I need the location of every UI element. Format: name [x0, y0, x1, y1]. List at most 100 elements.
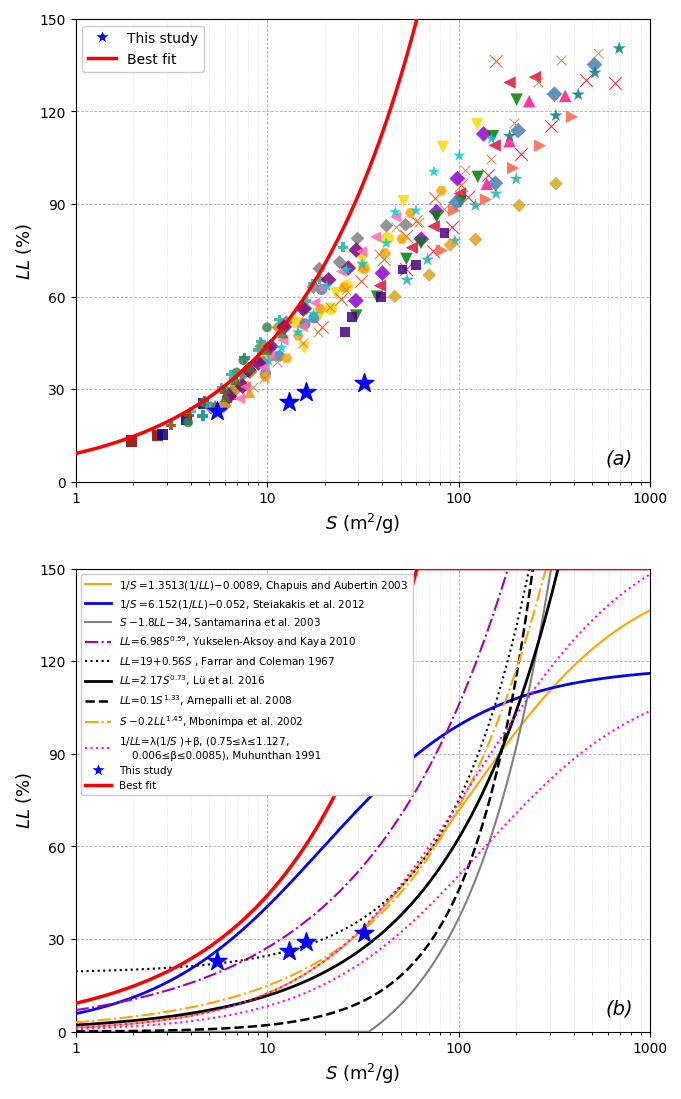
Point: [259, 359, 270, 377]
Point: [454, 186, 465, 203]
Point: [390, 203, 400, 221]
Point: [300, 300, 311, 318]
Point: [529, 69, 540, 87]
Point: [218, 397, 229, 414]
Point: [405, 204, 415, 222]
Point: [339, 323, 350, 341]
Point: [436, 242, 447, 259]
Point: [238, 365, 249, 382]
Point: [533, 74, 543, 91]
Point: [523, 93, 534, 111]
Point: [276, 340, 287, 357]
Point: [374, 277, 385, 295]
Point: [462, 188, 473, 206]
Point: [480, 191, 491, 209]
Point: [486, 131, 496, 148]
Point: [428, 218, 439, 235]
Point: [244, 358, 255, 376]
Point: [470, 197, 481, 214]
Point: [197, 395, 208, 412]
Point: [489, 137, 500, 155]
Point: [262, 349, 273, 367]
Point: [236, 376, 247, 393]
Point: [336, 263, 347, 280]
Point: [452, 170, 462, 188]
Legend: This study, Best fit: This study, Best fit: [82, 26, 204, 73]
Point: [614, 41, 624, 58]
Point: [454, 147, 464, 165]
Point: [400, 217, 411, 234]
Text: (b): (b): [605, 999, 633, 1018]
Point: [300, 933, 311, 951]
Point: [351, 230, 362, 247]
Point: [308, 279, 319, 297]
Point: [165, 417, 176, 434]
Point: [459, 162, 470, 179]
Point: [266, 338, 276, 356]
Point: [212, 402, 223, 420]
Point: [429, 189, 440, 207]
Point: [340, 282, 351, 300]
Point: [237, 378, 248, 396]
Point: [199, 392, 210, 410]
Point: [183, 414, 193, 432]
Point: [240, 378, 251, 396]
Point: [487, 127, 498, 145]
Point: [300, 384, 311, 401]
Point: [279, 319, 289, 336]
Point: [223, 388, 234, 406]
Point: [236, 367, 247, 385]
Point: [253, 355, 264, 373]
Point: [411, 257, 422, 275]
Point: [274, 319, 285, 336]
Point: [351, 242, 362, 259]
Point: [504, 75, 515, 92]
Point: [238, 352, 249, 369]
Point: [511, 91, 522, 109]
Point: [382, 230, 393, 247]
Text: (a): (a): [605, 449, 633, 468]
Point: [356, 255, 367, 273]
Point: [535, 137, 545, 155]
Point: [422, 252, 432, 269]
Point: [334, 254, 345, 271]
Point: [262, 319, 272, 336]
Point: [298, 301, 308, 319]
Point: [296, 319, 307, 336]
Point: [152, 426, 163, 444]
Point: [371, 288, 382, 306]
Point: [436, 182, 447, 200]
Point: [400, 260, 411, 278]
Point: [185, 403, 196, 421]
Point: [264, 348, 275, 366]
Point: [274, 311, 285, 329]
Point: [358, 924, 369, 942]
Point: [216, 379, 227, 397]
Point: [312, 324, 323, 342]
Point: [260, 368, 271, 386]
Point: [415, 231, 426, 248]
Point: [314, 270, 325, 288]
Point: [400, 227, 411, 245]
Point: [247, 378, 258, 396]
Point: [257, 354, 268, 371]
Point: [470, 231, 481, 248]
Point: [456, 177, 466, 195]
Point: [271, 354, 282, 371]
Point: [472, 168, 483, 186]
Point: [424, 267, 434, 285]
Point: [448, 202, 459, 220]
Point: [431, 209, 442, 226]
Point: [231, 364, 242, 381]
Point: [415, 234, 426, 252]
Point: [219, 384, 230, 401]
Point: [220, 388, 231, 406]
Point: [274, 347, 285, 365]
Point: [509, 114, 520, 132]
Point: [449, 233, 460, 251]
Point: [400, 251, 411, 268]
Legend: $1/S$ =1.3513$(1/LL)$−0.0089, Chapuis and Aubertin 2003, $1/S$ =6.152$(1/LL)$−0.: $1/S$ =1.3513$(1/LL)$−0.0089, Chapuis an…: [80, 574, 413, 796]
Point: [255, 333, 266, 351]
Point: [358, 259, 369, 277]
Point: [309, 295, 320, 312]
